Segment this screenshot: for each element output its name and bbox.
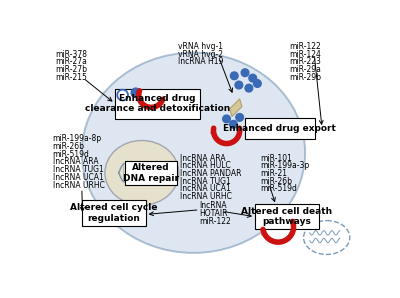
Text: lncRNA TUG1: lncRNA TUG1 bbox=[180, 177, 231, 186]
Text: Altered
DNA repair: Altered DNA repair bbox=[123, 163, 179, 182]
Text: miR-519d: miR-519d bbox=[52, 150, 90, 159]
Circle shape bbox=[230, 72, 238, 80]
FancyBboxPatch shape bbox=[245, 118, 315, 139]
Circle shape bbox=[131, 88, 140, 97]
Text: miR-27a: miR-27a bbox=[55, 57, 87, 66]
Text: miR-199a-8p: miR-199a-8p bbox=[52, 134, 102, 143]
Text: lncRNA: lncRNA bbox=[200, 201, 227, 210]
Text: miR-378: miR-378 bbox=[55, 50, 87, 59]
FancyBboxPatch shape bbox=[125, 161, 177, 185]
Circle shape bbox=[249, 74, 256, 82]
Text: HOTAIR: HOTAIR bbox=[200, 209, 228, 218]
Text: lncRNA ARA: lncRNA ARA bbox=[52, 157, 98, 166]
Text: lncRNA ARA: lncRNA ARA bbox=[180, 153, 226, 163]
Text: miR-519d: miR-519d bbox=[260, 184, 297, 193]
Text: Altered cell cycle
regulation: Altered cell cycle regulation bbox=[70, 203, 158, 223]
Text: miR-27b: miR-27b bbox=[55, 65, 87, 74]
Text: miR-26b: miR-26b bbox=[52, 142, 84, 151]
Text: lncRNA UCA1: lncRNA UCA1 bbox=[180, 184, 231, 193]
Text: lncRNA PANDAR: lncRNA PANDAR bbox=[180, 169, 242, 178]
Text: miR-215: miR-215 bbox=[55, 73, 87, 82]
Text: lncRNA H19: lncRNA H19 bbox=[178, 57, 224, 66]
Text: miR-29a: miR-29a bbox=[290, 65, 322, 74]
Ellipse shape bbox=[82, 53, 305, 253]
Text: miR-29b: miR-29b bbox=[290, 73, 322, 82]
Text: lncRNA URHC: lncRNA URHC bbox=[52, 181, 104, 190]
Text: lncRNA HULC: lncRNA HULC bbox=[180, 161, 231, 170]
FancyBboxPatch shape bbox=[114, 89, 200, 119]
Text: Enhanced drug
clearance and detoxification: Enhanced drug clearance and detoxificati… bbox=[85, 94, 230, 113]
Polygon shape bbox=[230, 99, 242, 117]
Text: vRNA hvg-2: vRNA hvg-2 bbox=[178, 50, 223, 59]
Text: miR-101: miR-101 bbox=[260, 153, 292, 163]
Circle shape bbox=[254, 80, 261, 87]
Text: Enhanced drug export: Enhanced drug export bbox=[223, 124, 336, 133]
Text: lncRNA UCA1: lncRNA UCA1 bbox=[52, 173, 103, 182]
Circle shape bbox=[223, 115, 230, 123]
FancyBboxPatch shape bbox=[255, 204, 318, 229]
Text: vRNA hvg-1: vRNA hvg-1 bbox=[178, 42, 223, 51]
Text: miR-26b: miR-26b bbox=[260, 177, 292, 186]
Text: miR-122: miR-122 bbox=[200, 217, 231, 226]
Circle shape bbox=[235, 81, 243, 89]
Text: lncRNA URHC: lncRNA URHC bbox=[180, 192, 232, 201]
Circle shape bbox=[230, 120, 237, 128]
Text: lncRNA TUG1: lncRNA TUG1 bbox=[52, 165, 103, 174]
Ellipse shape bbox=[105, 140, 179, 205]
Text: miR-223: miR-223 bbox=[290, 57, 322, 66]
Circle shape bbox=[241, 69, 249, 77]
Text: miR-199a-3p: miR-199a-3p bbox=[260, 161, 310, 170]
Circle shape bbox=[245, 84, 253, 92]
Text: miR-122: miR-122 bbox=[290, 42, 322, 51]
Text: miR-21: miR-21 bbox=[260, 169, 288, 178]
Circle shape bbox=[236, 114, 244, 121]
Text: miR-124: miR-124 bbox=[290, 50, 322, 59]
FancyBboxPatch shape bbox=[82, 200, 146, 226]
Text: Altered cell death
pathways: Altered cell death pathways bbox=[241, 207, 332, 226]
